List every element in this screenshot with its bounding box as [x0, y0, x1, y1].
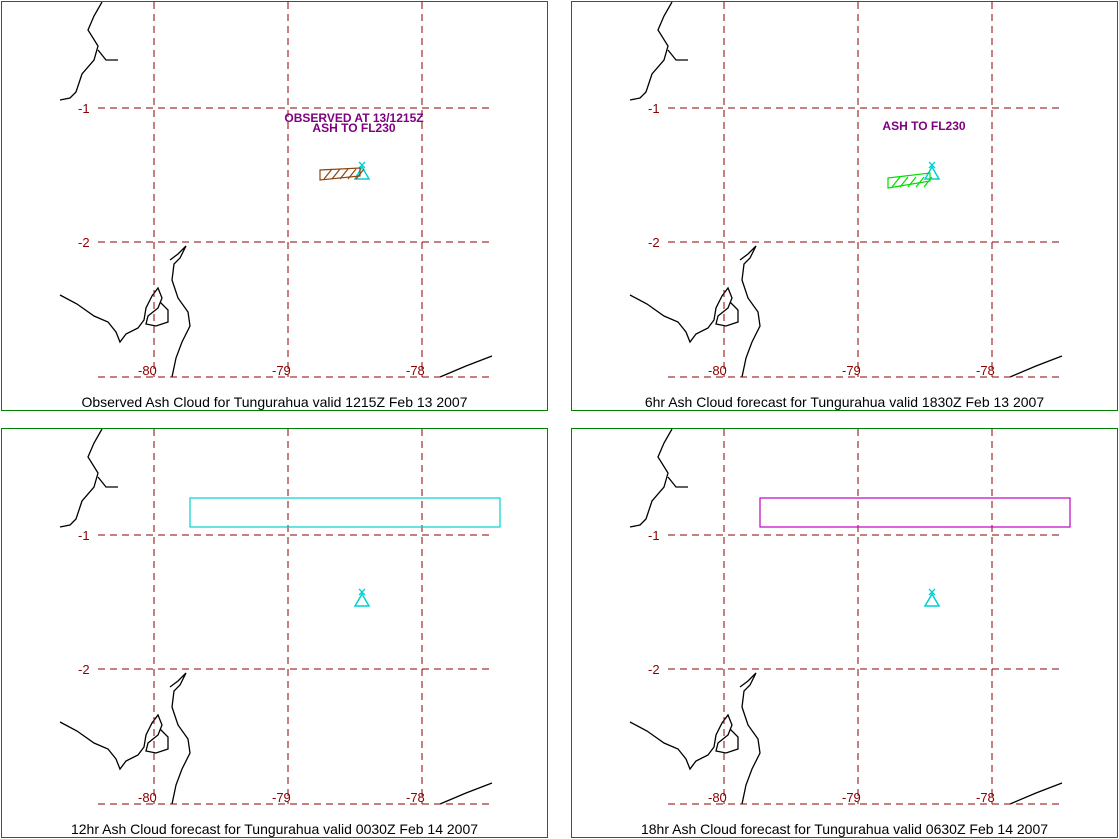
panel-caption: 6hr Ash Cloud forecast for Tungurahua va…	[644, 394, 1045, 410]
coastline-south	[629, 672, 1063, 805]
coastline-south	[59, 245, 493, 378]
ash-map: -1 -2 -80 -79 -78	[629, 429, 1071, 805]
longitude-label: -79	[842, 790, 861, 805]
latitude-label: -2	[648, 235, 660, 250]
longitude-label: -79	[272, 790, 291, 805]
ash-cloud-area	[319, 167, 365, 181]
ash-annotation: OBSERVED AT 13/1215Z	[284, 111, 423, 125]
longitude-label: -79	[842, 363, 861, 378]
panel-6hr-forecast: -1 -2 -80 -79 -78 ASH TO FL230 6hr Ash Cloud …	[571, 1, 1118, 411]
panel-caption: 12hr Ash Cloud forecast for Tungurahua v…	[70, 821, 479, 837]
longitude-label: -78	[976, 790, 995, 805]
longitude-label: -80	[138, 790, 157, 805]
volcano-icon	[923, 161, 941, 180]
volcano-icon	[353, 588, 371, 607]
longitude-label: -80	[138, 363, 157, 378]
volcano-icon	[923, 588, 941, 607]
longitude-label: -79	[272, 363, 291, 378]
ash-map: -1 -2 -80 -79 -78	[59, 429, 501, 805]
latitude-label: -1	[648, 528, 660, 543]
ash-cloud-area	[887, 172, 933, 189]
ash-annotation: ASH TO FL230	[882, 119, 965, 133]
ash-cloud-area	[759, 497, 1071, 528]
latitude-label: -1	[78, 528, 90, 543]
coastline-north	[59, 429, 118, 528]
latitude-label: -2	[648, 662, 660, 677]
longitude-label: -80	[708, 363, 727, 378]
ash-map: -1 -2 -80 -79 -78 ASH TO FL230	[629, 2, 1063, 378]
ash-annotation: ASH TO FL230	[312, 121, 395, 135]
latitude-label: -1	[78, 101, 90, 116]
latitude-label: -2	[78, 662, 90, 677]
panel-observed: -1 -2 -80 -79 -78 OBSERVED AT 13/1215Z ASH TO …	[1, 1, 548, 411]
latitude-label: -1	[648, 101, 660, 116]
coastline-north	[629, 429, 688, 528]
longitude-label: -78	[406, 363, 425, 378]
longitude-label: -78	[406, 790, 425, 805]
coastline-north	[629, 2, 688, 101]
volcano-icon	[353, 161, 371, 180]
coastline-south	[629, 245, 1063, 378]
panel-caption: Observed Ash Cloud for Tungurahua valid …	[81, 394, 468, 410]
panel-12hr-forecast: -1 -2 -80 -79 -78 12hr Ash Cloud forecast fo…	[1, 428, 548, 838]
coastline-south	[59, 672, 493, 805]
longitude-label: -78	[976, 363, 995, 378]
ash-cloud-area	[189, 497, 501, 528]
coastline-north	[59, 2, 118, 101]
panel-caption: 18hr Ash Cloud forecast for Tungurahua v…	[640, 821, 1049, 837]
longitude-label: -80	[708, 790, 727, 805]
panel-18hr-forecast: -1 -2 -80 -79 -78 18hr Ash Cloud forecast fo…	[571, 428, 1118, 838]
latitude-label: -2	[78, 235, 90, 250]
